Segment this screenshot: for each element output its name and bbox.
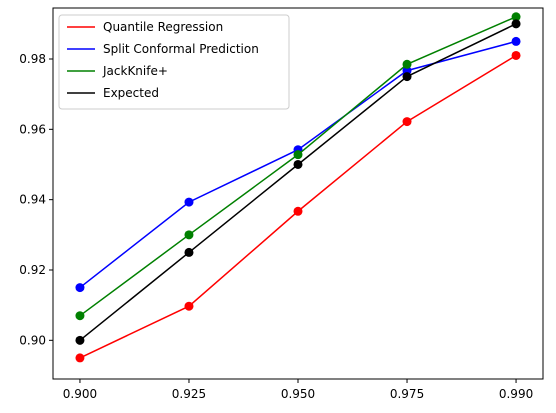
y-tick-label: 0.92 [19,263,46,277]
data-point [75,311,85,321]
y-tick-label: 0.90 [19,333,46,347]
data-point [184,301,194,311]
x-tick-label: 0.975 [390,387,424,401]
data-point [75,283,85,293]
x-axis: 0.900 0.925 0.950 0.975 0.990 [63,379,533,401]
data-point [184,247,194,257]
x-tick-label: 0.925 [172,387,206,401]
data-point [293,206,303,216]
y-tick-label: 0.96 [19,122,46,136]
legend-box [58,14,290,110]
y-tick-label: 0.98 [19,52,46,66]
data-point [75,335,85,345]
data-point [184,230,194,240]
data-point [293,159,303,169]
series-4 [75,19,521,345]
y-tick-label: 0.94 [19,193,46,207]
x-tick-label: 0.990 [499,387,533,401]
data-point [293,150,303,160]
data-point [75,353,85,363]
data-point [184,197,194,207]
plot-frame [52,7,544,380]
series-1 [75,50,521,363]
data-point [511,19,521,29]
x-tick-label: 0.950 [281,387,315,401]
data-point [402,59,412,69]
series-layer [75,12,521,363]
legend-label: Quantile Regression [103,20,223,34]
data-point [511,12,521,22]
data-point [511,36,521,46]
legend: Quantile Regression Split Conformal Predi… [58,14,290,110]
x-tick-label: 0.900 [63,387,97,401]
legend-entry: Quantile Regression [67,20,223,34]
y-axis: 0.90 0.92 0.94 0.96 0.98 [19,52,53,347]
legend-label: Split Conformal Prediction [103,42,259,56]
data-point [402,117,412,127]
legend-entry: Expected [67,86,159,100]
legend-entry: Split Conformal Prediction [67,42,259,56]
series-3 [75,12,521,321]
legend-label: Expected [103,86,159,100]
data-point [402,72,412,82]
data-point [511,50,521,60]
legend-entry: JackKnife+ [67,64,168,78]
legend-label: JackKnife+ [102,64,168,78]
